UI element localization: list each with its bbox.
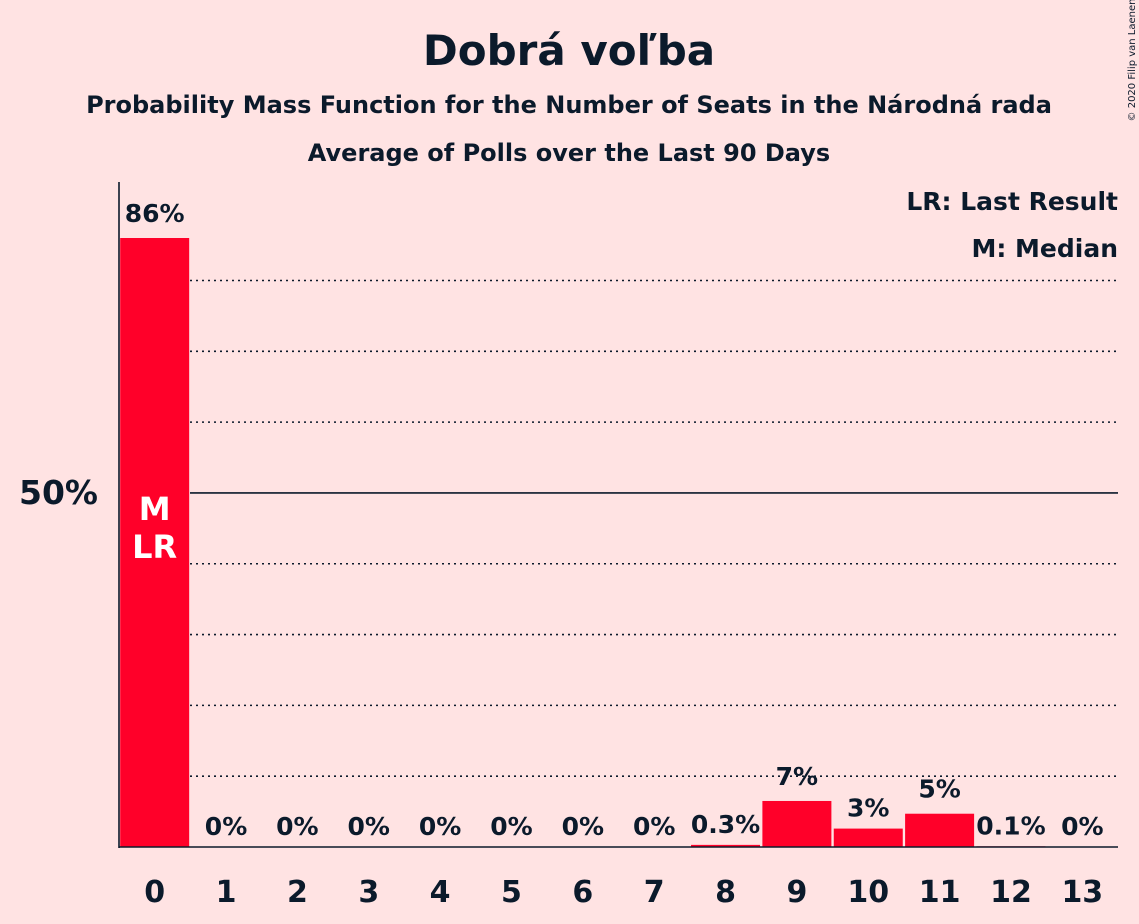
value-label-7: 0% bbox=[633, 812, 675, 841]
x-tick-label-7: 7 bbox=[644, 875, 665, 910]
bar-9 bbox=[762, 800, 832, 847]
x-tick-label-9: 9 bbox=[786, 875, 807, 910]
bar-annotation-m: M bbox=[139, 490, 171, 528]
bar-11 bbox=[905, 813, 975, 847]
copyright-note: © 2020 Filip van Laenen bbox=[1127, 0, 1138, 121]
bar-annotation-lr: LR bbox=[132, 528, 177, 566]
bar-8 bbox=[691, 844, 761, 847]
chart-subtitle: Probability Mass Function for the Number… bbox=[86, 91, 1052, 119]
x-tick-label-13: 13 bbox=[1061, 875, 1103, 910]
x-tick-label-3: 3 bbox=[358, 875, 379, 910]
value-label-13: 0% bbox=[1061, 812, 1103, 841]
value-label-1: 0% bbox=[205, 812, 247, 841]
value-label-10: 3% bbox=[847, 794, 889, 823]
value-label-3: 0% bbox=[348, 812, 390, 841]
value-label-12: 0.1% bbox=[976, 811, 1045, 840]
chart-title: Dobrá voľba bbox=[423, 26, 715, 75]
x-tick-label-1: 1 bbox=[216, 875, 237, 910]
legend-last-result: LR: Last Result bbox=[906, 187, 1118, 216]
value-label-9: 7% bbox=[776, 762, 818, 791]
chart-subtitle-2: Average of Polls over the Last 90 Days bbox=[308, 139, 830, 167]
value-label-5: 0% bbox=[490, 812, 532, 841]
x-tick-label-2: 2 bbox=[287, 875, 308, 910]
value-label-2: 0% bbox=[276, 812, 318, 841]
x-tick-label-10: 10 bbox=[847, 875, 889, 910]
x-tick-label-5: 5 bbox=[501, 875, 522, 910]
value-label-0: 86% bbox=[125, 199, 185, 228]
bar-0 bbox=[120, 238, 190, 847]
value-label-8: 0.3% bbox=[691, 810, 760, 839]
x-tick-label-8: 8 bbox=[715, 875, 736, 910]
value-label-4: 0% bbox=[419, 812, 461, 841]
y-tick-label-50: 50% bbox=[19, 473, 98, 512]
x-tick-label-11: 11 bbox=[919, 875, 961, 910]
x-tick-label-4: 4 bbox=[430, 875, 451, 910]
bar-10 bbox=[833, 828, 903, 847]
x-tick-label-6: 6 bbox=[572, 875, 593, 910]
x-tick-label-0: 0 bbox=[144, 875, 165, 910]
legend-median: M: Median bbox=[971, 234, 1118, 263]
value-label-6: 0% bbox=[562, 812, 604, 841]
x-tick-label-12: 12 bbox=[990, 875, 1032, 910]
value-label-11: 5% bbox=[918, 775, 960, 804]
